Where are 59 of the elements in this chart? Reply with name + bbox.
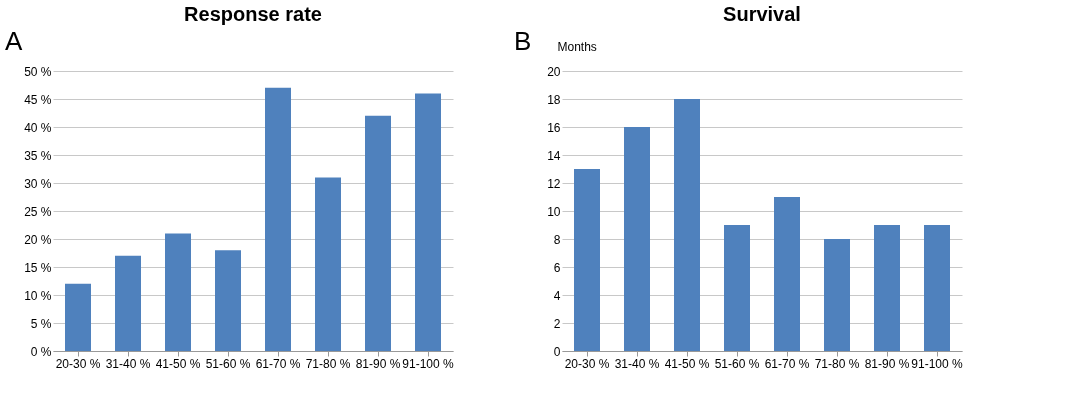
- y-tick-label: 40 %: [24, 120, 52, 135]
- y-tick-label: 0 %: [30, 344, 52, 359]
- y-tick-label: 50 %: [24, 64, 52, 79]
- bar: [115, 255, 141, 351]
- bar: [315, 177, 341, 351]
- bar: [774, 197, 800, 351]
- y-tick-label: 8: [553, 232, 561, 247]
- y-tick-label: 2: [553, 316, 561, 331]
- x-tick-label: 61-70 %: [764, 356, 810, 371]
- y-tick-label: 20 %: [24, 232, 52, 247]
- y-tick-label: 30 %: [24, 176, 52, 191]
- bar: [724, 225, 750, 351]
- y-tick-label: 25 %: [24, 204, 52, 219]
- y-tick-label: 15 %: [24, 260, 52, 275]
- y-tick-label: 0: [553, 344, 561, 359]
- bar: [215, 250, 241, 351]
- bar: [624, 127, 650, 351]
- text: A: [5, 26, 23, 56]
- bar: [574, 169, 600, 351]
- y-axis-title: Months: [557, 39, 597, 54]
- y-tick-label: 12: [547, 176, 561, 191]
- bar: [674, 99, 700, 351]
- x-tick-label: 31-40 %: [105, 356, 151, 371]
- bar: [165, 233, 191, 351]
- x-tick-label: 91-100 %: [402, 356, 455, 371]
- y-tick-label: 45 %: [24, 92, 52, 107]
- bar: [365, 115, 391, 351]
- bar: [415, 93, 441, 351]
- y-tick-label: 6: [553, 260, 561, 275]
- x-tick-label: 20-30 %: [55, 356, 101, 371]
- bar: [924, 225, 950, 351]
- x-tick-label: 51-60 %: [205, 356, 251, 371]
- x-tick-label: 31-40 %: [614, 356, 660, 371]
- x-tick-label: 81-90 %: [355, 356, 401, 371]
- x-tick-label: 71-80 %: [305, 356, 351, 371]
- x-tick-label: 41-50 %: [155, 356, 201, 371]
- chart-title: Survival: [723, 3, 801, 25]
- bar: [874, 225, 900, 351]
- x-tick-label: 20-30 %: [564, 356, 610, 371]
- y-tick-label: 16: [547, 120, 561, 135]
- y-tick-label: 5 %: [30, 316, 52, 331]
- x-tick-label: 41-50 %: [664, 356, 710, 371]
- y-tick-label: 10 %: [24, 288, 52, 303]
- x-tick-label: 81-90 %: [864, 356, 910, 371]
- y-tick-label: 4: [553, 288, 561, 303]
- chart-title: Response rate: [184, 3, 322, 25]
- y-tick-label: 20: [547, 64, 561, 79]
- x-tick-label: 91-100 %: [911, 356, 964, 371]
- text: B: [514, 26, 532, 56]
- y-tick-label: 18: [547, 92, 561, 107]
- x-tick-label: 61-70 %: [255, 356, 301, 371]
- bar: [65, 283, 91, 351]
- x-tick-label: 51-60 %: [714, 356, 760, 371]
- x-tick-label: 71-80 %: [814, 356, 860, 371]
- y-tick-label: 10: [547, 204, 561, 219]
- bar: [824, 239, 850, 351]
- y-tick-label: 35 %: [24, 148, 52, 163]
- y-tick-label: 14: [547, 148, 561, 163]
- bar: [265, 87, 291, 351]
